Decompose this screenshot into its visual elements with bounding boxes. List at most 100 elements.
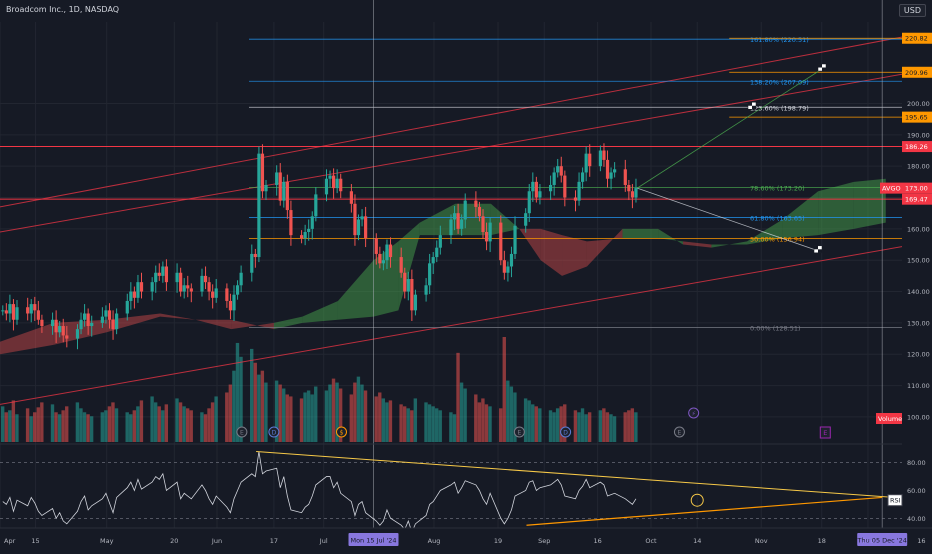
candle-body [563, 175, 567, 198]
candle-body [410, 279, 414, 311]
candle-body [65, 335, 69, 339]
fib-label: 61.80% (163.65) [750, 214, 805, 222]
candle-body [630, 191, 635, 198]
candle [239, 265, 243, 293]
projection-down-line [637, 187, 819, 252]
price-badge [902, 32, 932, 44]
volume-bar [424, 402, 428, 442]
candle-body [556, 166, 560, 173]
fib-label: 138.20% (207.09) [750, 78, 809, 86]
candle-body [360, 216, 364, 220]
volume-bar [378, 392, 382, 442]
rsi-pane [0, 451, 932, 534]
price-axis[interactable]: 200.00190.00180.00170.00160.00150.00140.… [876, 0, 932, 550]
volume-bar [427, 404, 432, 442]
time-tick-label: Nov [755, 537, 768, 545]
candle [538, 184, 542, 205]
event-marker-icon[interactable] [513, 426, 525, 438]
candle [506, 261, 510, 282]
candle [157, 263, 161, 281]
candle [381, 250, 386, 271]
candle [524, 208, 528, 233]
candle [605, 150, 610, 188]
candle-body [310, 216, 314, 229]
candle-body [154, 272, 158, 283]
candle-body [104, 310, 108, 317]
candle-body [189, 288, 193, 292]
time-tick-label: Sep [538, 537, 550, 545]
event-marker-icon[interactable] [335, 426, 347, 438]
price-tick-label: 150.00 [907, 257, 930, 265]
event-marker-icon[interactable] [268, 426, 280, 438]
candle-body [264, 184, 268, 192]
fib-label: 123.60% (198.79) [750, 104, 809, 112]
volume-bar [548, 410, 553, 442]
cloud-segment [195, 319, 232, 330]
volume-bar [8, 410, 12, 442]
candle-body [164, 266, 169, 283]
time-tick-label: Jul [319, 537, 328, 545]
candle-body [232, 294, 236, 311]
cloud-segment [622, 228, 659, 239]
cloud-segment [658, 228, 683, 245]
fib-label: 161.80% (220.51) [750, 36, 809, 44]
volume-bar [481, 398, 485, 442]
candle [431, 252, 435, 274]
candle-body [381, 260, 386, 264]
candle-body [527, 191, 531, 214]
candle-body [378, 253, 382, 264]
lightning-icon[interactable]: ⚡ [688, 407, 700, 419]
candle [275, 165, 279, 196]
volume-bar [488, 406, 492, 442]
candle [613, 162, 617, 178]
volume-bar [559, 406, 563, 442]
volume-bar [111, 402, 115, 442]
event-marker-icon[interactable] [236, 426, 248, 438]
candle-body [488, 222, 492, 242]
candle [107, 303, 112, 329]
volume-bar [434, 408, 439, 442]
candle-body [86, 313, 90, 327]
volume-bar [189, 410, 193, 442]
cloud-segment [302, 300, 338, 323]
time-tick-label: 19 [494, 537, 502, 545]
time-axis[interactable]: Apr15May20Jun17JulAug19Sep16Oct14Nov18De… [0, 527, 932, 550]
volume-bar [602, 408, 606, 442]
candle [588, 144, 592, 177]
candle [82, 304, 87, 327]
event-marker-icon[interactable] [673, 426, 685, 438]
candle-body [228, 300, 233, 311]
currency-button[interactable]: USD [898, 4, 926, 17]
cloud-segment [160, 313, 196, 320]
candle [488, 217, 492, 253]
candle-body [307, 228, 311, 232]
volume-bar [328, 384, 332, 442]
candle-body [424, 285, 428, 295]
candles [1, 143, 638, 350]
candle [406, 271, 410, 301]
volume-bar [499, 408, 503, 442]
cloud-segment [853, 178, 886, 229]
volume-bar [164, 404, 169, 442]
candle-body [235, 285, 240, 295]
future-earnings-icon[interactable] [819, 426, 831, 439]
volume-bar [50, 404, 55, 442]
candle-body [211, 291, 215, 298]
rsi-highlight-circle [690, 493, 704, 507]
volume-bar [438, 410, 442, 442]
volume-bar [136, 406, 140, 442]
price-tick-label: 180.00 [907, 163, 930, 171]
price-tick-label: 100.00 [907, 413, 930, 421]
volume-bar [534, 406, 538, 442]
candle-body [506, 266, 510, 273]
candle-body [602, 150, 606, 160]
event-marker-icon[interactable] [560, 426, 572, 438]
candle [364, 206, 368, 248]
candle [499, 215, 503, 266]
volume-bar [36, 407, 40, 442]
volume-bar [314, 386, 318, 442]
event-markers: E D $ E D E ⚡ E [236, 407, 831, 439]
candle [577, 172, 581, 206]
